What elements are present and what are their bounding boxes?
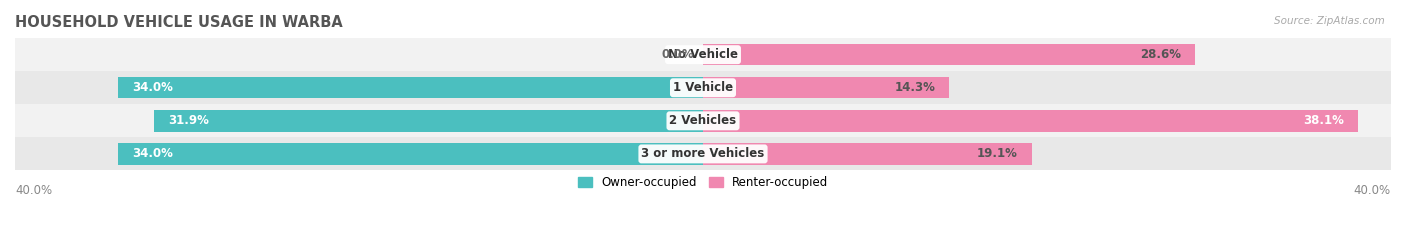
Text: 31.9%: 31.9% [169, 114, 209, 127]
Text: 1 Vehicle: 1 Vehicle [673, 81, 733, 94]
Bar [118, 77, 703, 99]
Bar [118, 143, 703, 165]
Bar [15, 71, 1391, 104]
Text: 3 or more Vehicles: 3 or more Vehicles [641, 147, 765, 160]
Bar [15, 38, 1391, 71]
Text: No Vehicle: No Vehicle [668, 48, 738, 61]
Text: 2 Vehicles: 2 Vehicles [669, 114, 737, 127]
Bar [15, 104, 1391, 137]
Text: 38.1%: 38.1% [1303, 114, 1344, 127]
Bar [155, 110, 703, 132]
Bar [703, 77, 949, 99]
Bar [703, 44, 1195, 65]
Text: 40.0%: 40.0% [15, 184, 52, 197]
Bar [703, 110, 1358, 132]
Text: 19.1%: 19.1% [977, 147, 1018, 160]
Text: 34.0%: 34.0% [132, 147, 173, 160]
Text: 40.0%: 40.0% [1354, 184, 1391, 197]
Bar [15, 137, 1391, 171]
Text: 14.3%: 14.3% [894, 81, 935, 94]
Text: Source: ZipAtlas.com: Source: ZipAtlas.com [1274, 16, 1385, 26]
Text: HOUSEHOLD VEHICLE USAGE IN WARBA: HOUSEHOLD VEHICLE USAGE IN WARBA [15, 15, 343, 30]
Legend: Owner-occupied, Renter-occupied: Owner-occupied, Renter-occupied [572, 171, 834, 194]
Text: 28.6%: 28.6% [1140, 48, 1181, 61]
Text: 0.0%: 0.0% [662, 48, 695, 61]
Bar [703, 143, 1032, 165]
Text: 34.0%: 34.0% [132, 81, 173, 94]
